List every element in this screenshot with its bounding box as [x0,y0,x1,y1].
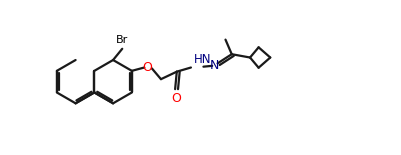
Text: N: N [210,59,219,72]
Text: O: O [171,92,181,105]
Text: O: O [143,61,153,74]
Text: Br: Br [116,35,128,45]
Text: HN: HN [194,53,212,66]
